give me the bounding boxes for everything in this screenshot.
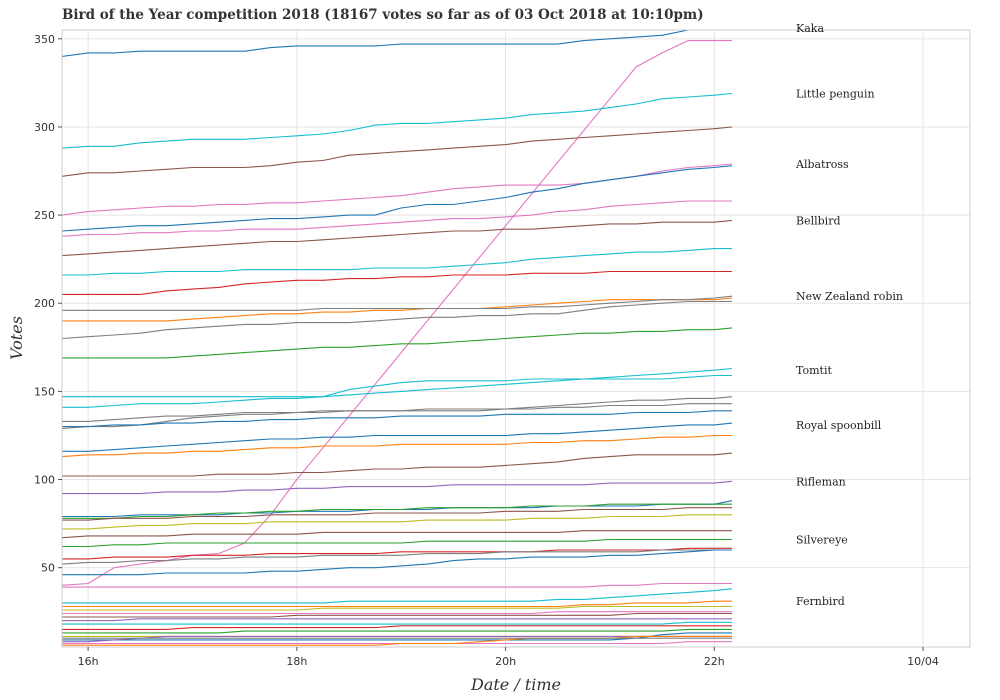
series-line-12 xyxy=(62,300,732,340)
series-line-42 xyxy=(62,632,732,641)
x-tick-label: 20h xyxy=(495,655,516,668)
series-line-31 xyxy=(62,549,732,576)
series-line-13 xyxy=(62,327,733,359)
series-line-6 xyxy=(62,200,732,237)
series-line-29 xyxy=(62,547,732,560)
series-side-label: Rifleman xyxy=(796,475,846,488)
x-tick-label: 18h xyxy=(286,655,307,668)
x-tick-label: 22h xyxy=(704,655,725,668)
y-tick-label: 250 xyxy=(34,209,55,222)
x-tick-label: 10/04 xyxy=(907,655,939,668)
series-line-19 xyxy=(62,422,733,452)
series-side-label: Kaka xyxy=(796,22,824,35)
series-line-32 xyxy=(62,582,732,588)
series-line-37 xyxy=(62,612,732,618)
series-line-15 xyxy=(62,374,732,408)
chart-title: Bird of the Year competition 2018 (18167… xyxy=(62,7,704,23)
series-side-label: Silvereye xyxy=(796,533,848,546)
x-axis-ticks: 16h 18h 20h 22h 10/04 xyxy=(78,647,939,668)
series-line-18 xyxy=(62,410,732,428)
y-tick-label: 200 xyxy=(34,297,55,310)
series-line-4 xyxy=(62,163,733,216)
y-axis-ticks: 50 100 150 200 250 300 350 xyxy=(34,33,62,575)
y-tick-label: 100 xyxy=(34,474,55,487)
series-line-20 xyxy=(62,434,732,458)
series-line-5 xyxy=(62,165,733,232)
series-line-7 xyxy=(62,219,733,257)
series-line-24 xyxy=(62,503,732,519)
series-side-labels: Kaka Little penguin Albatross Bellbird New Z… xyxy=(795,22,903,608)
y-tick-label: 50 xyxy=(41,562,55,575)
series-line-25 xyxy=(62,507,732,521)
series-line-40 xyxy=(62,625,732,630)
series-side-label: Albatross xyxy=(795,158,849,171)
series-line-17 xyxy=(62,403,732,422)
series-line-10 xyxy=(62,297,733,322)
series-line-33 xyxy=(62,588,733,604)
series-side-label: Bellbird xyxy=(796,214,841,227)
series-line-41 xyxy=(62,628,732,634)
series-line-21 xyxy=(62,452,733,477)
series-line-1 xyxy=(62,40,732,586)
grid xyxy=(62,30,970,647)
series-line-45 xyxy=(62,635,732,643)
series-line-46 xyxy=(62,635,732,646)
series-line-2 xyxy=(62,92,733,149)
series-side-label: Fernbird xyxy=(796,595,845,608)
series-line-38 xyxy=(62,618,732,622)
y-tick-label: 350 xyxy=(34,33,55,46)
y-tick-label: 300 xyxy=(34,121,55,134)
series-line-8 xyxy=(62,248,732,276)
series-group xyxy=(62,30,733,646)
x-tick-label: 16h xyxy=(78,655,99,668)
series-line-22 xyxy=(62,480,733,495)
series-line-36 xyxy=(62,611,732,615)
series-line-39 xyxy=(62,621,732,625)
series-line-23 xyxy=(62,500,733,518)
series-line-11 xyxy=(62,295,733,311)
series-line-26 xyxy=(62,514,732,530)
series-line-0 xyxy=(62,30,691,57)
series-line-30 xyxy=(62,549,732,565)
series-side-label: Tomtit xyxy=(796,364,832,377)
series-side-label: New Zealand robin xyxy=(796,290,903,303)
y-axis-label: Votes xyxy=(7,316,26,360)
series-side-label: Little penguin xyxy=(796,87,875,100)
series-line-28 xyxy=(62,538,732,548)
series-line-9 xyxy=(62,270,732,295)
x-axis-label: Date / time xyxy=(470,675,561,694)
series-line-27 xyxy=(62,530,732,539)
series-line-34 xyxy=(62,600,732,608)
series-line-35 xyxy=(62,605,732,611)
plot-frame xyxy=(61,29,971,648)
series-line-14 xyxy=(62,367,733,398)
y-tick-label: 150 xyxy=(34,385,55,398)
series-line-3 xyxy=(62,126,733,177)
series-side-label: Royal spoonbill xyxy=(796,419,882,432)
